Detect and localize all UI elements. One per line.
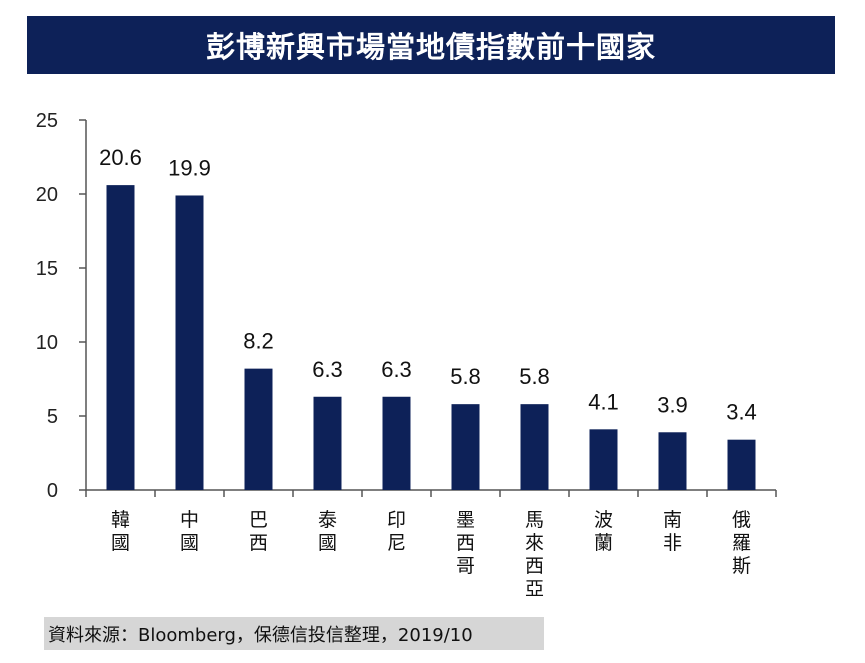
data-label: 19.9 (168, 155, 211, 180)
data-label: 6.3 (381, 357, 412, 382)
category-label: 馬來西亞 (525, 509, 544, 600)
data-label: 6.3 (312, 357, 343, 382)
category-label: 泰國 (318, 509, 337, 554)
bar-chart: 0 5 10 15 20 25 20.6 韓國 19.9 中國 8.2 巴西 6.3 泰國 6.3 印尼 5.8… (36, 110, 777, 600)
y-tick-label: 10 (36, 332, 58, 354)
y-tick-label: 25 (36, 110, 58, 132)
category-label: 南非 (663, 509, 682, 554)
bar (589, 429, 618, 490)
data-label: 20.6 (99, 145, 142, 170)
category-label: 巴西 (249, 509, 268, 554)
category-label: 墨西哥 (456, 509, 475, 577)
y-tick-label: 5 (47, 406, 58, 428)
source-text: 資料來源：Bloomberg，保德信投信整理，2019/10 (48, 624, 473, 646)
bar (658, 432, 687, 490)
data-label: 3.9 (657, 392, 688, 417)
category-label: 俄羅斯 (732, 509, 751, 577)
title-banner: 彭博新興市場當地債指數前十國家 (27, 16, 835, 74)
bar (313, 396, 342, 490)
data-label: 4.1 (588, 389, 619, 414)
data-label: 5.8 (450, 364, 481, 389)
bar (382, 396, 411, 490)
source-note: 資料來源：Bloomberg，保德信投信整理，2019/10 (44, 617, 544, 650)
category-label: 韓國 (111, 509, 130, 554)
bar (106, 185, 135, 490)
y-tick-label: 15 (36, 258, 58, 280)
bar (727, 439, 756, 490)
bar (244, 368, 273, 490)
category-label: 印尼 (387, 509, 406, 554)
data-label: 8.2 (243, 329, 274, 354)
data-label: 3.4 (726, 400, 757, 425)
bar (520, 404, 549, 490)
y-tick-label: 0 (47, 480, 58, 502)
y-tick-label: 20 (36, 184, 58, 206)
bar (451, 404, 480, 490)
chart-title: 彭博新興市場當地債指數前十國家 (205, 30, 656, 64)
bar (175, 195, 204, 491)
category-label: 波蘭 (594, 509, 613, 554)
category-label: 中國 (180, 509, 199, 554)
data-label: 5.8 (519, 364, 550, 389)
